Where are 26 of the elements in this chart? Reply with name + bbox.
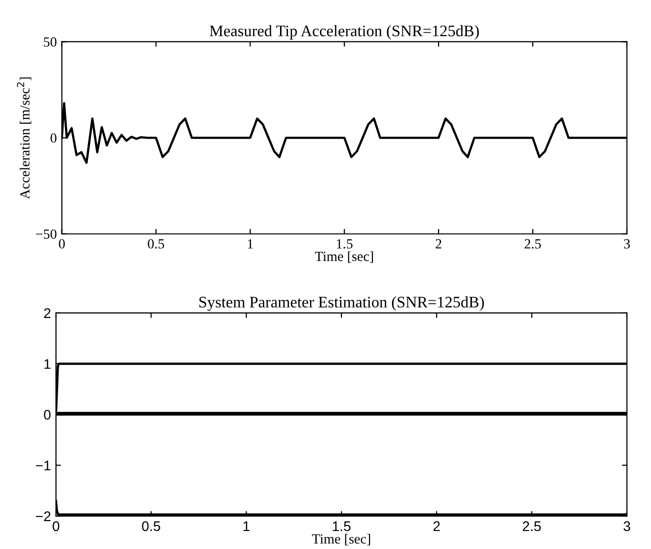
x-tick-label: 0.5 [142,521,160,532]
y-tick-label: −1 [36,460,50,470]
x-tick-label: 1.5 [336,239,353,249]
x-axis-title: Time [sec] [314,251,373,263]
chart-title: Measured Tip Acceleration (SNR=125dB) [210,25,479,40]
chart-title: System Parameter Estimation (SNR=125dB) [199,296,484,311]
y-tick-label: 0 [50,133,56,143]
x-tick-label: 0.5 [148,239,164,249]
x-tick-label: 2 [433,521,440,531]
x-tick-label: 0 [58,239,65,249]
x-tick-label: 1.5 [332,521,351,532]
x-tick-label: 3 [624,239,630,249]
x-tick-label: 1 [243,521,250,531]
y-axis-title: Acceleration [m/sec$^{2}$] [16,77,32,200]
y-tick-label: −2 [36,511,50,522]
y-tick-label: 50 [44,37,56,47]
y-tick-label: −50 [36,229,56,239]
x-tick-label: 2.5 [524,239,541,249]
x-axis-title: Time [sec] [312,534,370,546]
y-tick-label: 0 [44,410,51,420]
x-tick-label: 2.5 [522,521,541,532]
x-tick-label: 1 [248,239,253,248]
x-tick-label: 2 [436,239,442,248]
x-tick-label: 3 [624,521,630,532]
y-tick-label: 2 [44,308,50,318]
y-tick-label: 1 [44,359,50,369]
